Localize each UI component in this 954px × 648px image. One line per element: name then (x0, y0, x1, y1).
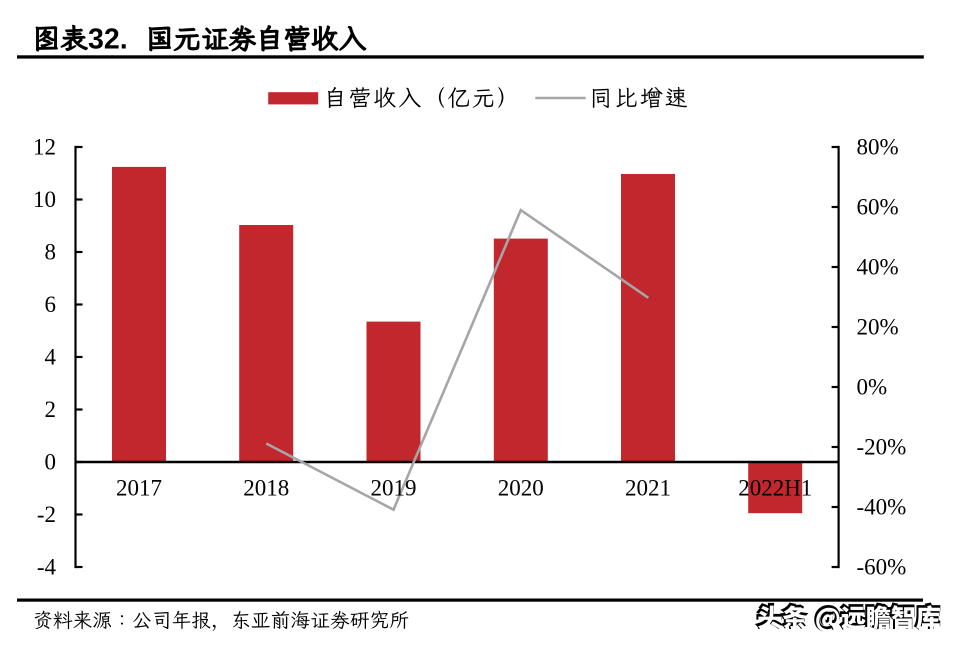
svg-text:-60%: -60% (857, 555, 907, 580)
svg-text:2017: 2017 (116, 476, 162, 501)
svg-text:12: 12 (33, 135, 56, 160)
svg-text:2: 2 (45, 397, 57, 422)
svg-text:2022H1: 2022H1 (738, 476, 812, 501)
svg-text:2018: 2018 (243, 476, 289, 501)
svg-text:32.: 32. (88, 23, 128, 55)
svg-text:-40%: -40% (857, 495, 907, 520)
svg-text:40%: 40% (857, 255, 899, 280)
svg-text:4: 4 (45, 345, 57, 370)
svg-text:20%: 20% (857, 315, 899, 340)
svg-text:-2: -2 (37, 502, 56, 527)
svg-text:2021: 2021 (625, 476, 671, 501)
svg-text:8: 8 (45, 240, 57, 265)
svg-text:0%: 0% (857, 375, 888, 400)
svg-text:10: 10 (33, 187, 56, 212)
svg-text:2019: 2019 (371, 476, 417, 501)
svg-text:60%: 60% (857, 195, 899, 220)
svg-text:-4: -4 (37, 555, 57, 580)
svg-text:2020: 2020 (498, 476, 544, 501)
svg-text:0: 0 (45, 450, 57, 475)
svg-text:80%: 80% (857, 135, 899, 160)
svg-text:6: 6 (45, 292, 57, 317)
svg-text:-20%: -20% (857, 435, 907, 460)
